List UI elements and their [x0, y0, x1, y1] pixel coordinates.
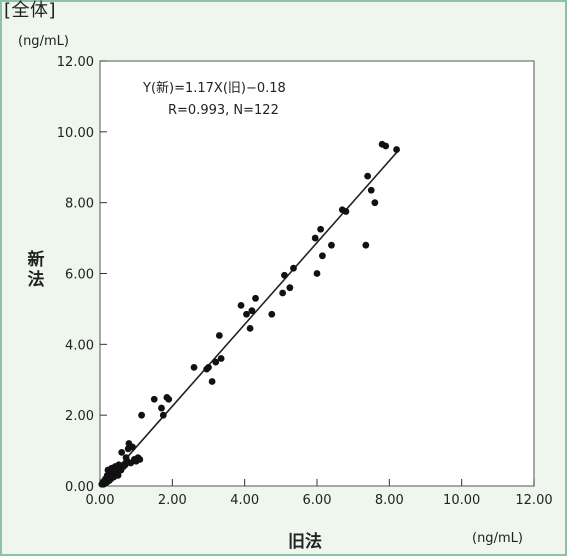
data-point	[252, 294, 259, 302]
data-point	[319, 252, 326, 260]
y-tick-label: 8.00	[65, 197, 94, 212]
y-tick-label: 4.00	[65, 338, 94, 353]
data-point	[367, 186, 375, 194]
data-point	[268, 310, 276, 318]
data-point	[217, 355, 225, 362]
data-point	[342, 208, 350, 215]
y-tick-label: 2.00	[65, 409, 94, 424]
data-point	[215, 332, 223, 339]
data-point	[279, 289, 287, 297]
y-tick-label: 0.00	[65, 480, 94, 495]
data-point	[286, 284, 294, 292]
data-point	[165, 395, 173, 403]
data-point	[129, 443, 136, 451]
data-point	[190, 363, 198, 371]
y-tick-label: 10.00	[57, 126, 94, 141]
data-point	[212, 358, 220, 366]
data-point	[114, 471, 122, 479]
header-label: [全体]	[4, 0, 57, 21]
data-point	[281, 271, 288, 279]
data-point	[393, 146, 400, 153]
x-axis-title: 旧法	[288, 531, 322, 552]
y-tick-label: 6.00	[65, 268, 94, 283]
data-point	[290, 264, 297, 272]
data-point	[248, 307, 256, 315]
data-point	[205, 363, 212, 371]
x-tick-label: 10.00	[443, 493, 480, 508]
y-axis-tick-labels: 0.00 2.00 4.00 6.00 8.00 10.00 12.00	[57, 55, 94, 495]
data-point	[136, 456, 144, 463]
data-point	[138, 411, 145, 419]
x-tick-label: 2.00	[158, 493, 187, 508]
data-point	[313, 270, 321, 277]
data-point	[150, 395, 158, 403]
data-point	[208, 378, 216, 385]
x-tick-label: 8.00	[375, 493, 404, 508]
correlation-stats: R=0.993, N=122	[168, 103, 279, 118]
regression-equation: Y(新)=1.17X(旧)−0.18	[142, 80, 286, 96]
data-point	[158, 404, 165, 412]
x-tick-label: 6.00	[303, 493, 332, 508]
data-points	[98, 140, 400, 488]
data-point	[246, 324, 254, 332]
x-unit-label: (ng/mL)	[472, 531, 523, 546]
data-point	[118, 448, 126, 456]
data-point	[362, 241, 370, 249]
data-point	[317, 225, 325, 233]
x-tick-label: 12.00	[515, 493, 552, 508]
data-point	[328, 241, 335, 249]
x-tick-label: 4.00	[230, 493, 259, 508]
data-point	[382, 142, 390, 150]
data-point	[371, 199, 379, 207]
x-axis-ticks	[99, 479, 535, 486]
data-point	[364, 172, 372, 180]
data-point	[243, 310, 250, 318]
y-tick-label: 12.00	[57, 55, 94, 70]
x-tick-label: 0.00	[86, 493, 115, 508]
data-point	[311, 234, 319, 242]
data-point	[237, 301, 245, 309]
y-unit-label: (ng/mL)	[18, 34, 69, 49]
x-axis-tick-labels: 0.00 2.00 4.00 6.00 8.00 10.00 12.00	[86, 493, 553, 508]
regression-line	[101, 152, 398, 487]
data-point	[159, 411, 167, 419]
y-axis-title: 新法	[28, 249, 45, 290]
